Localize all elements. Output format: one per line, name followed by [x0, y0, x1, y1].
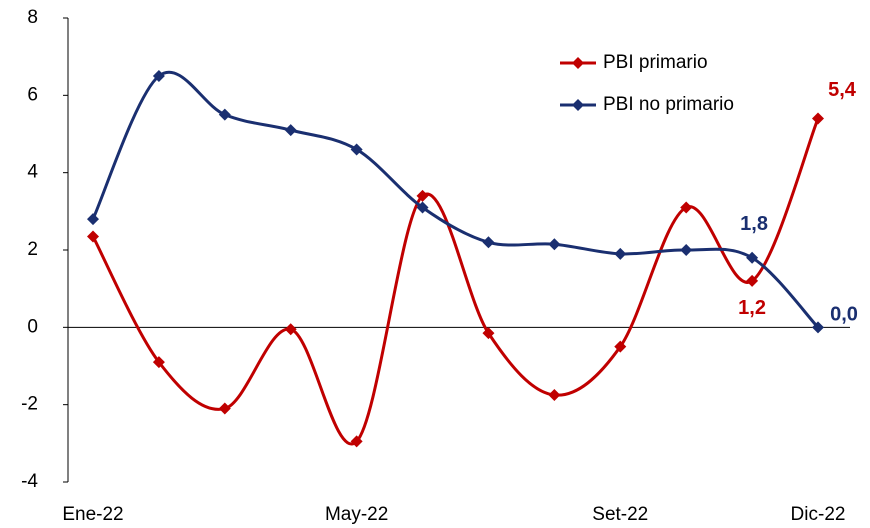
data-point: [87, 213, 99, 226]
y-tick-label: 8: [27, 7, 38, 28]
value-label: 1,8: [740, 213, 768, 235]
x-tick-label: May-22: [325, 504, 388, 525]
data-point: [350, 435, 363, 448]
data-point: [152, 356, 165, 369]
value-label: 1,2: [738, 297, 766, 319]
data-point: [284, 323, 297, 336]
data-point: [218, 108, 231, 121]
data-point: [284, 124, 297, 137]
data-point: [746, 251, 759, 264]
data-point: [152, 70, 165, 82]
data-point: [482, 236, 495, 249]
series-line: [91, 117, 820, 446]
legend-marker: [572, 57, 584, 69]
data-point: [614, 340, 627, 353]
legend-label: PBI no primario: [603, 94, 734, 115]
data-point: [416, 201, 429, 214]
x-tick-label: Dic-22: [791, 504, 846, 525]
data-point: [350, 143, 363, 156]
y-tick-label: 2: [27, 239, 38, 260]
data-point: [680, 244, 693, 256]
data-point: [218, 402, 231, 415]
x-tick-label: Set-22: [592, 504, 648, 525]
y-tick-label: 0: [27, 316, 38, 337]
y-tick-label: -4: [21, 471, 38, 492]
legend-marker: [572, 99, 584, 111]
data-point: [746, 274, 759, 287]
value-label: 5,4: [828, 79, 857, 101]
data-point: [812, 321, 824, 334]
data-point: [548, 389, 561, 401]
y-tick-label: 6: [27, 84, 38, 105]
data-point: [614, 247, 627, 260]
data-point: [87, 230, 99, 243]
x-tick-label: Ene-22: [62, 504, 123, 525]
legend-label: PBI primario: [603, 52, 708, 73]
y-tick-label: 4: [27, 162, 38, 183]
data-point: [812, 112, 824, 125]
data-point: [416, 189, 429, 202]
data-point: [548, 238, 561, 251]
data-point: [482, 327, 495, 340]
data-point: [680, 201, 693, 214]
y-tick-label: -2: [21, 394, 38, 415]
value-label: 0,0: [830, 304, 858, 326]
